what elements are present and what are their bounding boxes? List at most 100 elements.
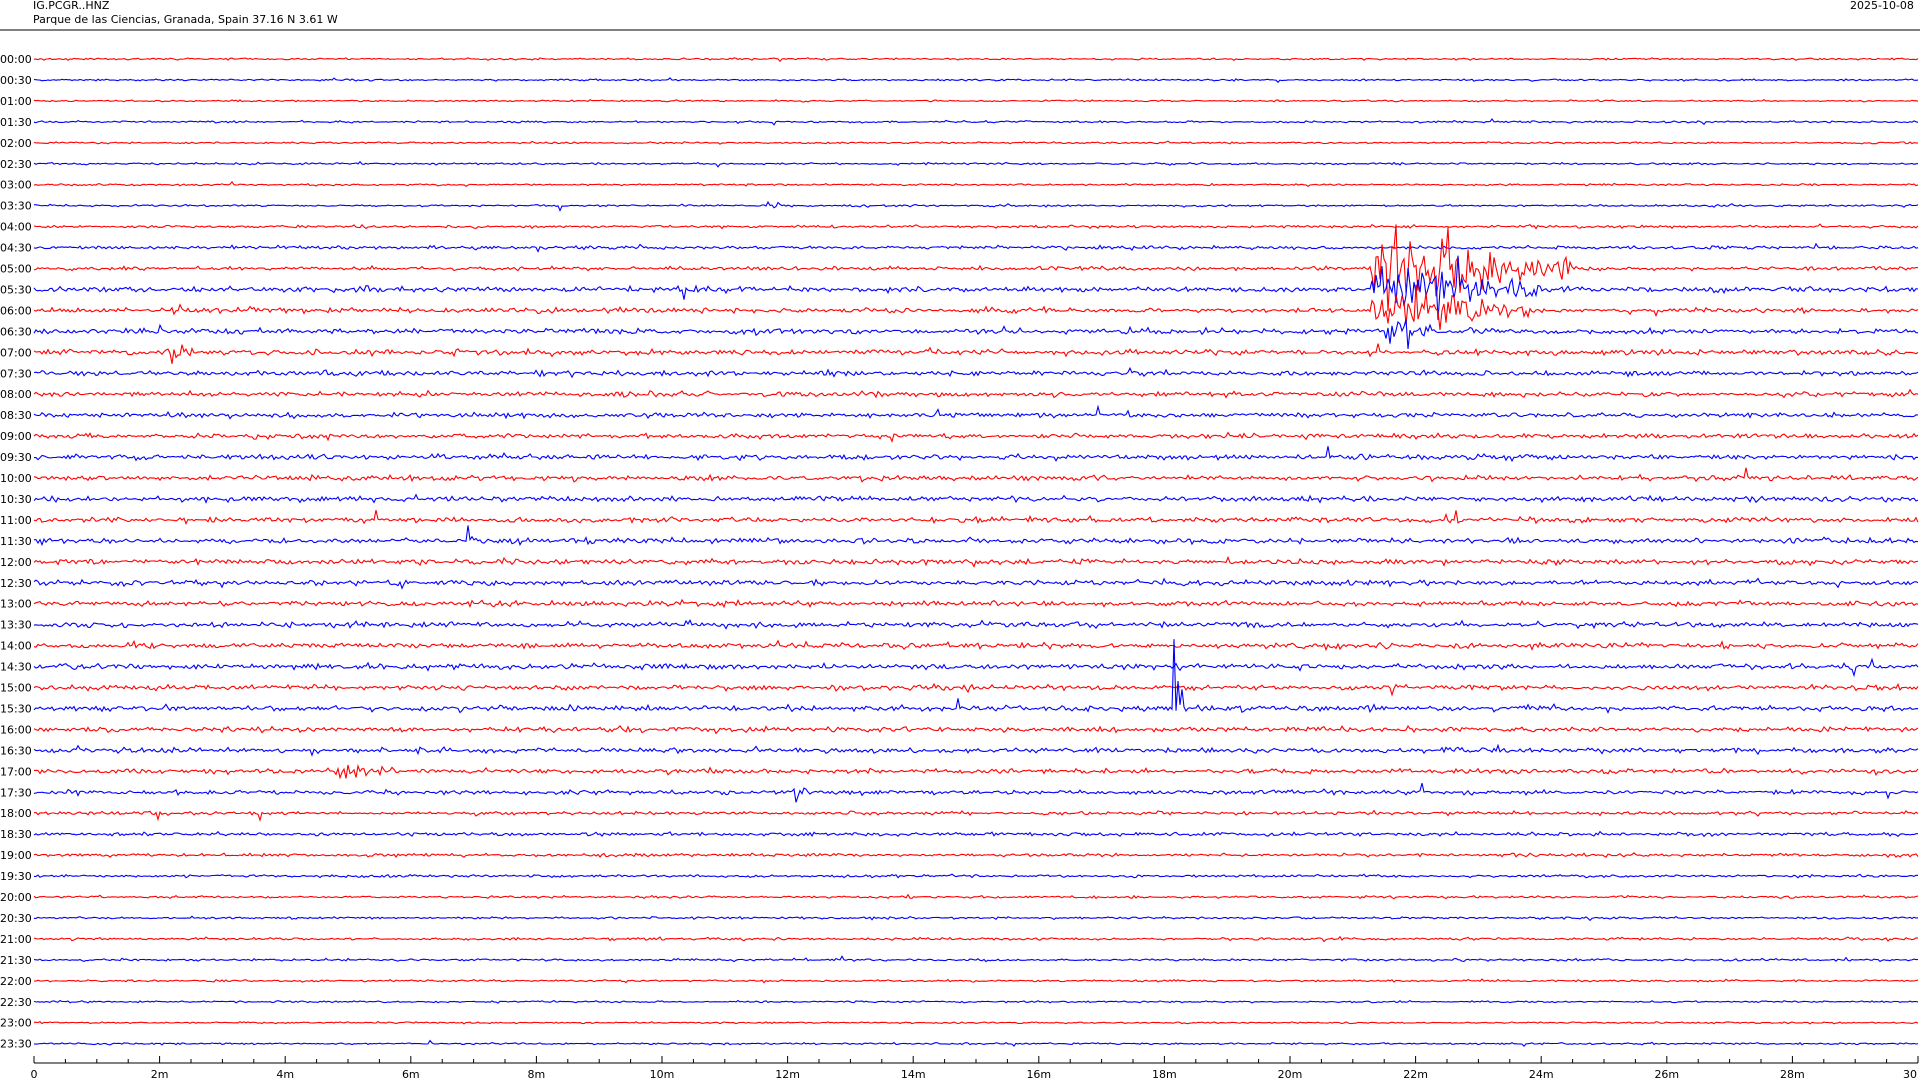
trace-row bbox=[33, 118, 1919, 126]
trace-row bbox=[33, 763, 1919, 780]
row-time-label: 09:30 bbox=[0, 451, 32, 464]
row-time-label: 20:30 bbox=[0, 912, 32, 925]
row-time-label: 12:00 bbox=[0, 556, 32, 569]
trace-row bbox=[33, 619, 1919, 630]
row-time-label: 13:00 bbox=[0, 598, 32, 611]
row-time-label: 15:00 bbox=[0, 682, 32, 695]
axis-tick-label: 10m bbox=[650, 1068, 675, 1080]
axis-tick-label: 20m bbox=[1278, 1068, 1303, 1080]
trace-row bbox=[33, 809, 1919, 823]
trace-row bbox=[33, 577, 1919, 590]
row-time-label: 06:30 bbox=[0, 325, 32, 338]
trace-row bbox=[33, 509, 1919, 525]
axis-tick-label: 28m bbox=[1780, 1068, 1805, 1080]
trace-row bbox=[33, 830, 1918, 838]
row-time-label: 10:00 bbox=[0, 472, 32, 485]
trace-row bbox=[33, 999, 1919, 1004]
trace-row bbox=[33, 200, 1919, 212]
row-time-label: 08:00 bbox=[0, 388, 32, 401]
trace-row bbox=[33, 181, 1919, 187]
row-time-label: 21:00 bbox=[0, 933, 32, 946]
row-time-label: 21:30 bbox=[0, 954, 32, 967]
row-time-label: 07:30 bbox=[0, 367, 32, 380]
trace-row bbox=[33, 978, 1919, 984]
row-time-label: 22:00 bbox=[0, 975, 32, 988]
row-time-label: 23:00 bbox=[0, 1017, 32, 1030]
trace-row bbox=[33, 255, 1919, 320]
row-time-label: 00:30 bbox=[0, 74, 32, 87]
trace-row bbox=[33, 224, 1919, 312]
row-time-label: 11:30 bbox=[0, 535, 32, 548]
row-time-label: 02:30 bbox=[0, 158, 32, 171]
trace-row bbox=[33, 388, 1919, 399]
row-time-label: 01:00 bbox=[0, 95, 32, 108]
trace-row bbox=[33, 639, 1919, 714]
trace-row bbox=[33, 242, 1919, 253]
trace-row bbox=[33, 639, 1919, 652]
axis-tick-label: 30 bbox=[1903, 1068, 1917, 1080]
row-time-label: 20:00 bbox=[0, 891, 32, 904]
row-time-label: 00:00 bbox=[0, 53, 32, 66]
trace-row bbox=[34, 446, 1919, 463]
trace-row bbox=[33, 284, 1919, 330]
trace-row bbox=[33, 57, 1919, 63]
row-time-label: 04:30 bbox=[0, 242, 32, 255]
trace-row bbox=[33, 160, 1919, 168]
row-time-label: 16:00 bbox=[0, 723, 32, 736]
trace-row bbox=[33, 223, 1919, 230]
axis-tick-label: 12m bbox=[775, 1068, 800, 1080]
station-location: Parque de las Ciencias, Granada, Spain 3… bbox=[33, 13, 338, 26]
row-time-label: 18:00 bbox=[0, 807, 32, 820]
trace-row bbox=[33, 467, 1919, 483]
row-time-label: 19:00 bbox=[0, 849, 32, 862]
row-time-label: 03:30 bbox=[0, 200, 32, 213]
axis-tick-label: 6m bbox=[402, 1068, 420, 1080]
row-time-label: 18:30 bbox=[0, 828, 32, 841]
record-date: 2025-10-08 bbox=[1850, 0, 1914, 12]
trace-row bbox=[33, 598, 1919, 609]
axis-tick-label: 16m bbox=[1026, 1068, 1051, 1080]
trace-row bbox=[33, 657, 1919, 678]
row-time-label: 06:00 bbox=[0, 304, 32, 317]
row-time-label: 16:30 bbox=[0, 744, 32, 757]
trace-row bbox=[33, 555, 1919, 568]
axis-tick-label: 22m bbox=[1403, 1068, 1428, 1080]
trace-row bbox=[33, 431, 1919, 444]
row-time-label: 23:30 bbox=[0, 1038, 32, 1051]
trace-row bbox=[33, 404, 1919, 420]
axis-tick-label: 14m bbox=[901, 1068, 926, 1080]
row-time-label: 19:30 bbox=[0, 870, 32, 883]
trace-row bbox=[33, 955, 1918, 963]
trace-row bbox=[33, 852, 1919, 858]
row-time-label: 17:30 bbox=[0, 786, 32, 799]
axis-tick-label: 2m bbox=[151, 1068, 169, 1080]
row-time-label: 09:00 bbox=[0, 430, 32, 443]
trace-row bbox=[33, 724, 1919, 735]
trace-row bbox=[33, 873, 1918, 879]
trace-row bbox=[33, 682, 1919, 697]
trace-row bbox=[33, 935, 1919, 943]
trace-row bbox=[33, 343, 1919, 364]
axis-tick-label: 26m bbox=[1654, 1068, 1679, 1080]
trace-row bbox=[33, 366, 1919, 379]
row-time-label: 13:30 bbox=[0, 619, 32, 632]
axis-tick-label: 4m bbox=[276, 1068, 294, 1080]
row-time-label: 22:30 bbox=[0, 996, 32, 1009]
row-time-label: 12:30 bbox=[0, 577, 32, 590]
row-time-label: 03:00 bbox=[0, 179, 32, 192]
axis-tick-label: 0 bbox=[31, 1068, 38, 1080]
row-time-label: 11:00 bbox=[0, 514, 32, 527]
row-time-label: 17:00 bbox=[0, 765, 32, 778]
row-time-label: 14:30 bbox=[0, 661, 32, 674]
trace-row bbox=[33, 77, 1919, 84]
axis-tick-label: 24m bbox=[1529, 1068, 1554, 1080]
trace-row bbox=[33, 140, 1919, 145]
row-time-label: 07:00 bbox=[0, 346, 32, 359]
trace-row bbox=[34, 1020, 1919, 1025]
station-code: IG.PCGR..HNZ bbox=[33, 0, 110, 12]
row-time-label: 01:30 bbox=[0, 116, 32, 129]
row-time-label: 15:30 bbox=[0, 702, 32, 715]
trace-row bbox=[33, 743, 1919, 757]
